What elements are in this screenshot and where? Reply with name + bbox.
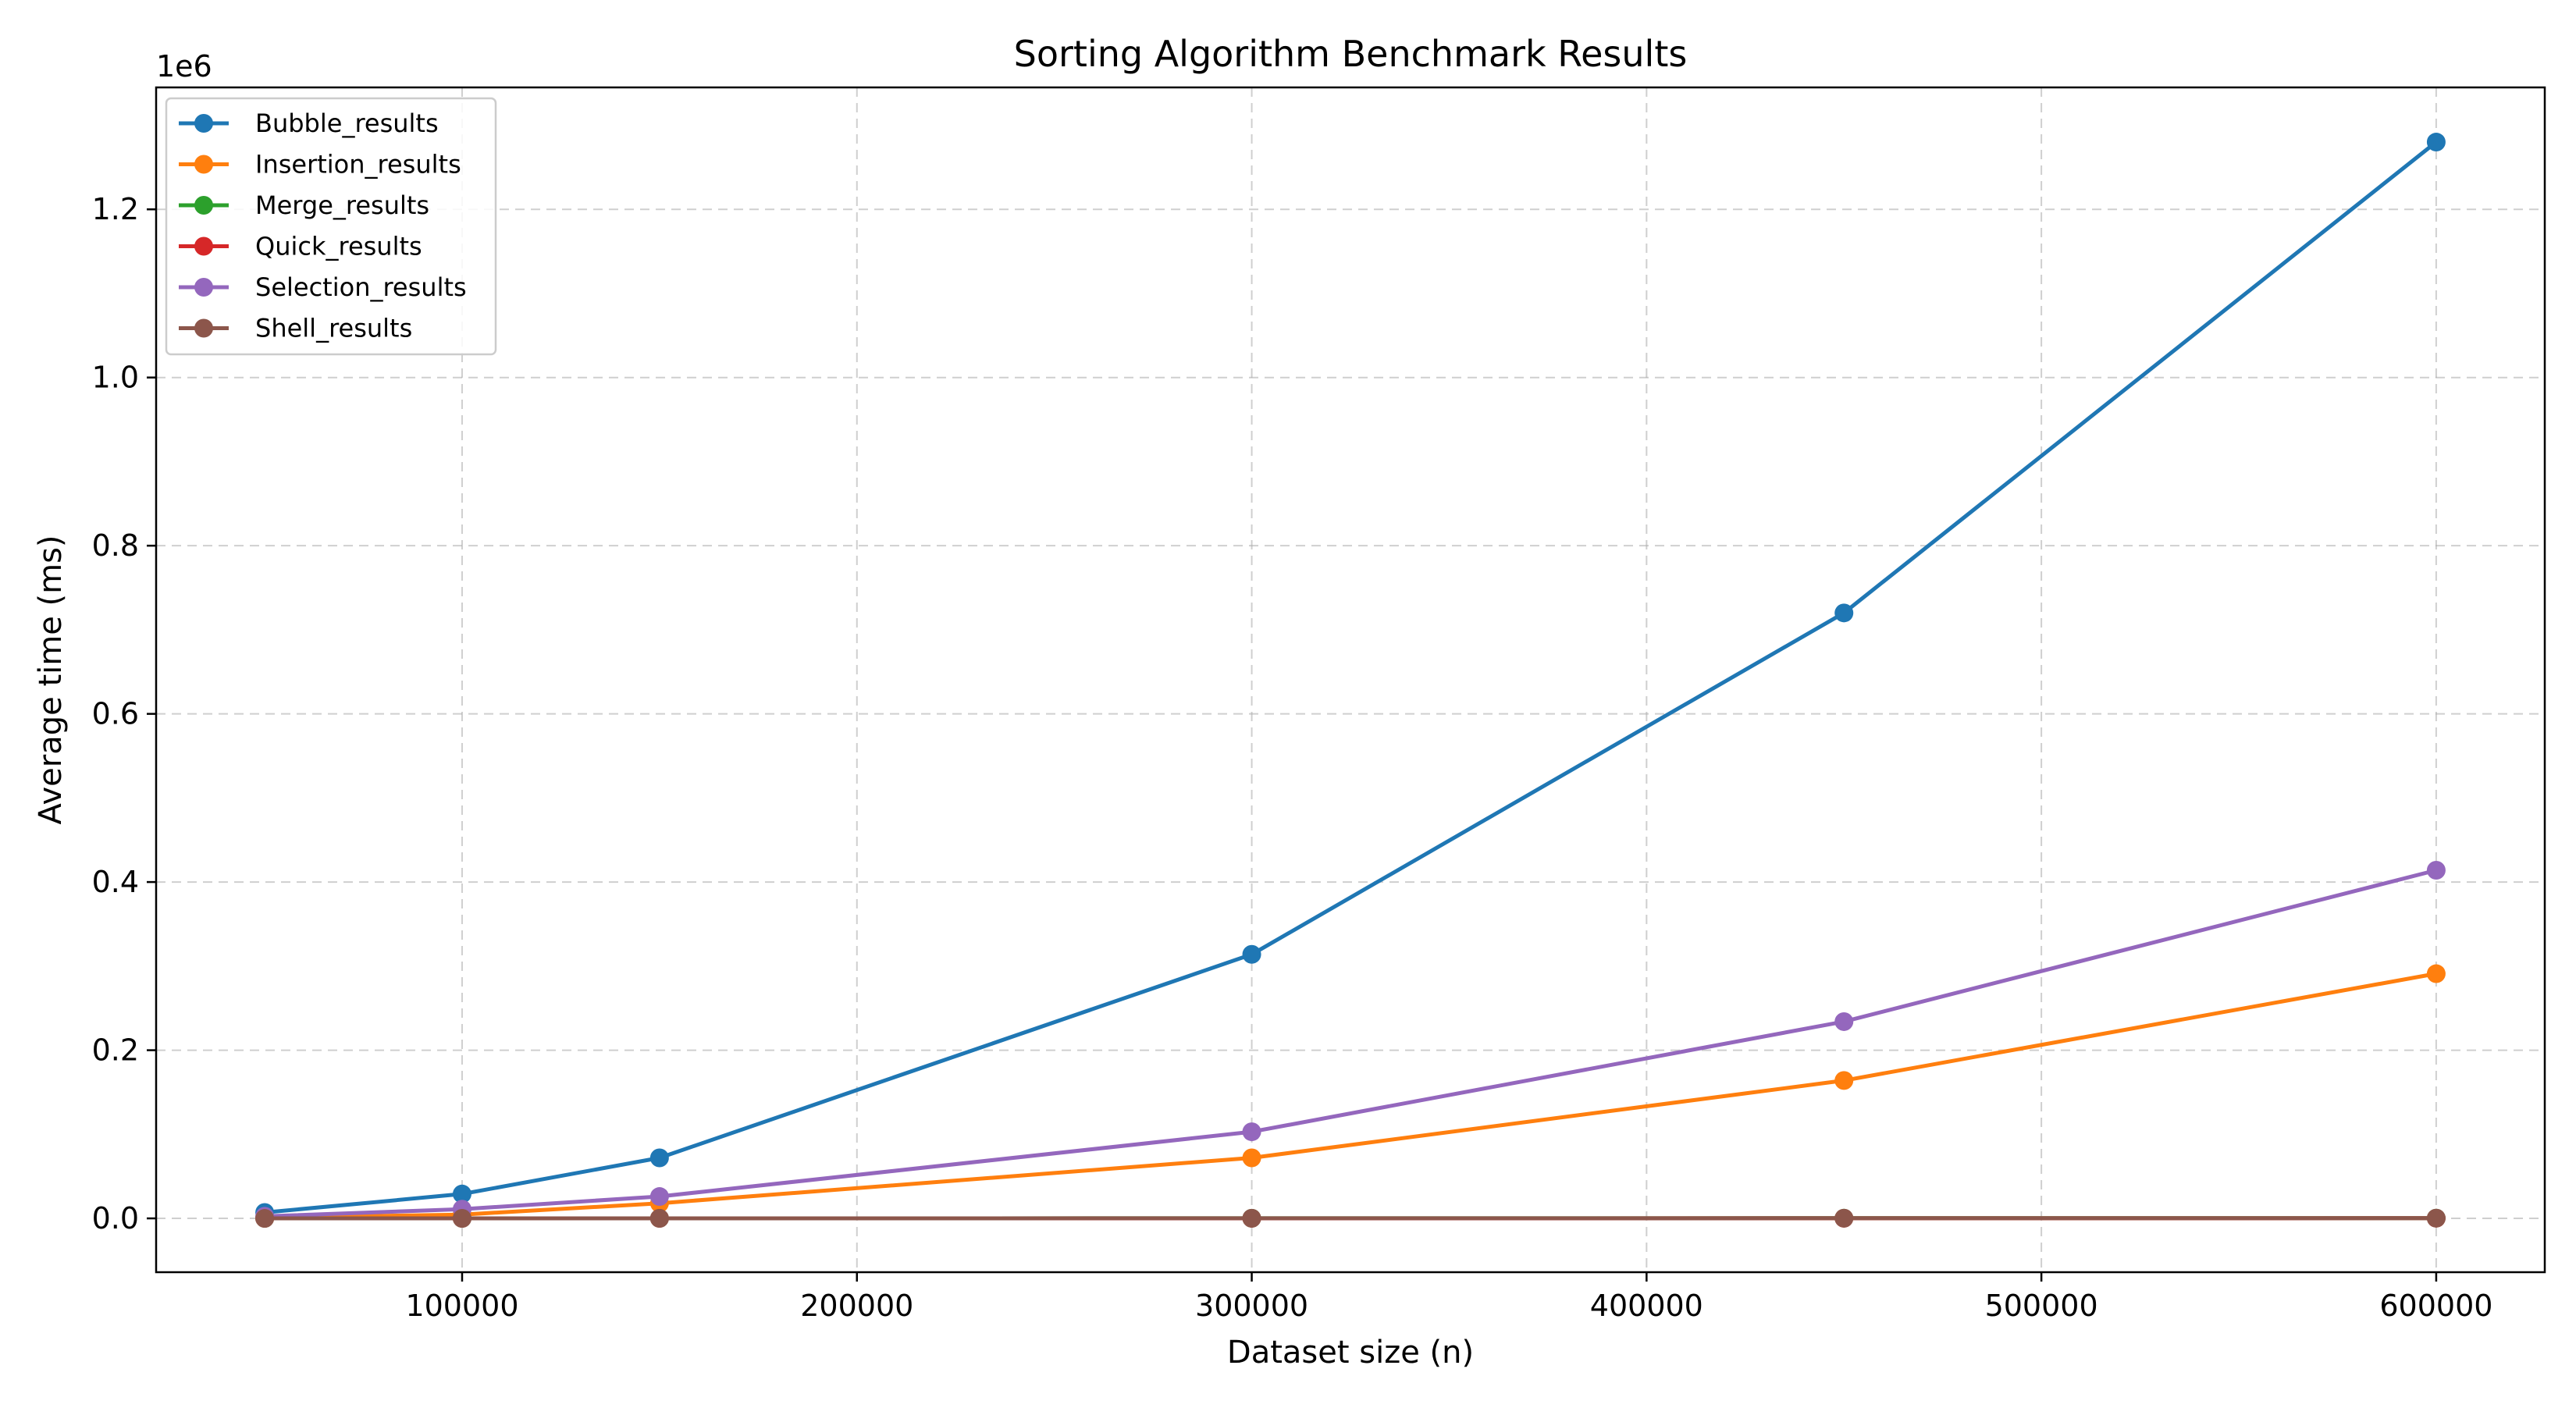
legend-marker-swatch xyxy=(194,114,213,133)
y-tick-label: 0.8 xyxy=(92,528,139,563)
grid-lines xyxy=(156,87,2545,1272)
legend-marker-swatch xyxy=(194,278,213,297)
legend-label: Quick_results xyxy=(255,232,422,261)
data-point-bubble-results xyxy=(1834,603,1853,622)
data-point-shell-results xyxy=(255,1209,274,1228)
legend: Bubble_results Insertion_results Merge_res… xyxy=(166,98,496,354)
y-tick-label: 0.4 xyxy=(92,865,139,899)
x-tick-label: 600000 xyxy=(2379,1289,2492,1323)
y-tick-label: 0.0 xyxy=(92,1201,139,1236)
series-line-selection-results xyxy=(265,870,2436,1216)
legend-label: Merge_results xyxy=(255,190,429,220)
x-tick-label: 500000 xyxy=(1985,1289,2098,1323)
x-tick-label: 400000 xyxy=(1590,1289,1703,1323)
legend-label: Shell_results xyxy=(255,314,412,343)
chart-title: Sorting Algorithm Benchmark Results xyxy=(1014,33,1688,75)
x-axis-label: Dataset size (n) xyxy=(1227,1335,1474,1371)
legend-marker-swatch xyxy=(194,155,213,174)
y-tick-label: 1.2 xyxy=(92,192,139,226)
data-point-shell-results xyxy=(650,1209,669,1228)
x-tick-label: 200000 xyxy=(800,1289,913,1323)
series-bubble-results xyxy=(255,133,2446,1221)
y-tick-label: 1.0 xyxy=(92,361,139,395)
data-point-shell-results xyxy=(2427,1209,2446,1228)
data-point-selection-results xyxy=(650,1187,669,1206)
legend-label: Bubble_results xyxy=(255,108,439,138)
legend-label: Insertion_results xyxy=(255,150,461,180)
y-axis-label: Average time (ms) xyxy=(33,535,69,824)
series-line-insertion-results xyxy=(265,974,2436,1218)
series-insertion-results xyxy=(255,965,2446,1227)
legend-marker-swatch xyxy=(194,196,213,215)
legend-label: Selection_results xyxy=(255,272,467,302)
x-tick-label: 100000 xyxy=(405,1289,518,1323)
y-tick-label: 0.2 xyxy=(92,1033,139,1068)
data-point-insertion-results xyxy=(1243,1148,1261,1167)
legend-marker-swatch xyxy=(194,319,213,338)
data-point-bubble-results xyxy=(650,1148,669,1167)
y-tick-label: 0.6 xyxy=(92,697,139,731)
series-shell-results xyxy=(255,1209,2446,1228)
data-point-shell-results xyxy=(1834,1209,1853,1228)
data-point-insertion-results xyxy=(2427,965,2446,983)
data-point-selection-results xyxy=(1834,1012,1853,1031)
data-point-bubble-results xyxy=(2427,133,2446,151)
data-point-selection-results xyxy=(1243,1122,1261,1141)
legend-marker-swatch xyxy=(194,237,213,256)
data-point-bubble-results xyxy=(1243,945,1261,964)
series-line-bubble-results xyxy=(265,142,2436,1213)
plot-area-frame xyxy=(156,87,2545,1272)
data-point-shell-results xyxy=(453,1209,471,1228)
y-axis-offset-label: 1e6 xyxy=(156,49,212,84)
x-tick-label: 300000 xyxy=(1195,1289,1308,1323)
x-axis-ticks: 100000 200000 300000 400000 500000 600000 xyxy=(405,1272,2492,1323)
y-axis-ticks: 0.0 0.2 0.4 0.6 0.8 1.0 1.2 xyxy=(92,192,156,1236)
data-point-shell-results xyxy=(1243,1209,1261,1228)
data-point-selection-results xyxy=(2427,861,2446,880)
series-layer xyxy=(255,133,2446,1228)
data-point-insertion-results xyxy=(1834,1071,1853,1090)
